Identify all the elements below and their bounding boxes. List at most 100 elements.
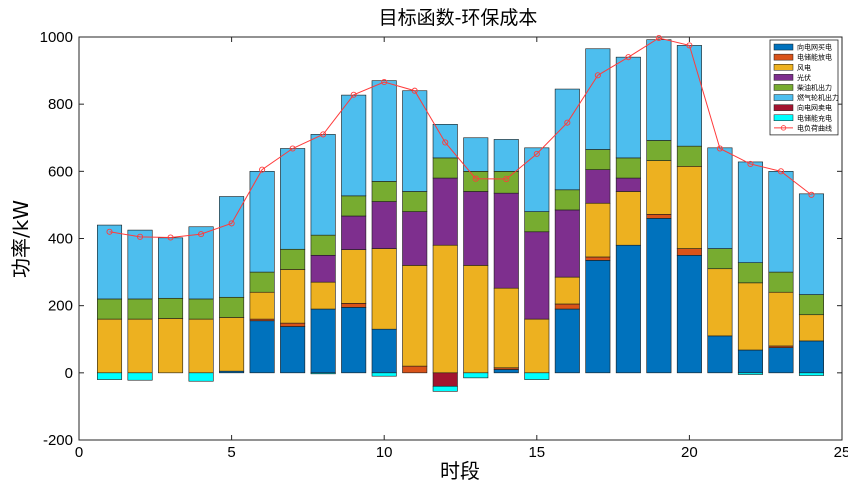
bar-segment-s6-t22 xyxy=(737,161,763,263)
bar-segment-s6-t18 xyxy=(615,56,641,159)
bar-segment-s6-t14 xyxy=(493,139,519,172)
bars-group xyxy=(97,39,824,392)
bar-segment-s6-t17 xyxy=(585,48,611,150)
bar-segment-s8-t10 xyxy=(371,372,397,377)
bar-segment-s8-t15 xyxy=(524,372,550,380)
legend-swatch-1 xyxy=(773,43,794,51)
bar-segment-s6-t23 xyxy=(768,171,794,273)
legend-label-9: 电负荷曲线 xyxy=(797,123,832,132)
bar-segment-s6-t8 xyxy=(310,134,336,236)
bar-segment-s6-t13 xyxy=(463,137,489,172)
y-tick-label: 800 xyxy=(48,96,73,113)
bar-segment-s3-t24 xyxy=(798,314,824,342)
legend-swatch-3 xyxy=(773,64,794,71)
load-curve-point-t11 xyxy=(411,87,418,94)
bar-segment-s6-t19 xyxy=(646,39,672,141)
bar-segment-s1-t14 xyxy=(493,369,519,374)
bar-segment-s4-t12 xyxy=(432,177,458,246)
load-curve-point-t10 xyxy=(381,78,388,86)
bar-segment-s5-t4 xyxy=(188,298,214,320)
bar-segment-s8-t22 xyxy=(737,372,763,375)
bar-segment-s4-t8 xyxy=(310,254,336,283)
bar-segment-s3-t17 xyxy=(585,202,611,258)
bar-segment-s2-t11 xyxy=(402,365,428,374)
load-curve-point-t17 xyxy=(594,72,601,79)
legend-swatch-6 xyxy=(773,94,794,101)
load-curve-point-t15 xyxy=(533,150,540,157)
legend-label-7: 向电网卖电 xyxy=(797,103,832,112)
bar-segment-s2-t20 xyxy=(676,248,702,256)
bar-segment-s8-t8 xyxy=(310,372,336,375)
bar-segment-s3-t6 xyxy=(249,291,275,320)
legend-label-5: 柴油机出力 xyxy=(797,83,832,92)
legend-label-1: 向电网买电 xyxy=(797,43,832,52)
bar-segment-s4-t10 xyxy=(371,201,397,249)
bar-segment-s6-t1 xyxy=(97,224,123,300)
bar-segment-s3-t12 xyxy=(432,244,458,374)
bar-segment-s5-t18 xyxy=(615,157,641,179)
bar-segment-s6-t24 xyxy=(798,193,824,295)
bar-segment-s6-t10 xyxy=(371,80,397,182)
bar-segment-s6-t7 xyxy=(280,148,306,250)
load-curve-point-t4 xyxy=(198,231,205,238)
bar-segment-s5-t6 xyxy=(249,271,275,293)
bar-segment-s3-t23 xyxy=(768,291,794,347)
legend-label-6: 燃气轮机出力 xyxy=(797,93,839,102)
load-curve-point-t5 xyxy=(228,220,235,227)
bar-segment-s5-t14 xyxy=(493,171,519,194)
bar-segment-s1-t7 xyxy=(280,326,306,374)
bar-segment-s1-t23 xyxy=(768,347,794,374)
bar-segment-s1-t21 xyxy=(707,335,733,374)
x-tick-label: 5 xyxy=(227,444,235,461)
bar-segment-s6-t9 xyxy=(341,94,367,197)
legend-label-4: 光伏 xyxy=(797,73,811,82)
bar-segment-s4-t17 xyxy=(585,169,611,204)
load-curve-point-t19 xyxy=(655,34,662,42)
bar-segment-s4-t18 xyxy=(615,177,641,192)
bar-segment-s3-t3 xyxy=(158,318,184,374)
bar-segment-s5-t19 xyxy=(646,140,672,161)
bar-segment-s3-t10 xyxy=(371,248,397,330)
bar-segment-s6-t16 xyxy=(554,88,580,191)
bar-segment-s6-t12 xyxy=(432,124,458,159)
bar-segment-s5-t9 xyxy=(341,195,367,217)
load-curve-point-t6 xyxy=(259,166,266,173)
bar-segment-s3-t15 xyxy=(524,318,550,374)
bar-segment-s4-t11 xyxy=(402,211,428,266)
bar-segment-s8-t12 xyxy=(432,385,458,392)
bar-segment-s6-t11 xyxy=(402,90,428,192)
bar-segment-s3-t5 xyxy=(219,317,245,372)
bar-segment-s4-t14 xyxy=(493,192,519,289)
bar-segment-s3-t19 xyxy=(646,160,672,215)
legend-label-3: 风电 xyxy=(797,63,811,72)
y-axis-label: 功率/kW xyxy=(9,200,33,278)
bar-segment-s5-t8 xyxy=(310,234,336,256)
x-axis-label: 时段 xyxy=(440,459,480,483)
load-curve-point-t13 xyxy=(472,175,479,182)
bar-segment-s6-t4 xyxy=(188,226,214,300)
bar-segment-s5-t10 xyxy=(371,181,397,202)
bar-segment-s3-t7 xyxy=(280,269,306,324)
bar-segment-s6-t15 xyxy=(524,147,550,212)
bar-segment-s8-t1 xyxy=(97,372,123,380)
bar-segment-s2-t7 xyxy=(280,322,306,327)
load-curve-point-t18 xyxy=(625,54,632,61)
bar-segment-s5-t20 xyxy=(676,145,702,167)
legend-swatch-marker xyxy=(780,125,787,131)
load-curve-line xyxy=(109,37,812,238)
bar-segment-s8-t13 xyxy=(463,372,489,379)
bar-segment-s8-t24 xyxy=(798,372,824,376)
x-tick-label: 0 xyxy=(75,444,83,461)
bar-segment-s4-t9 xyxy=(341,215,367,250)
bar-segment-s1-t24 xyxy=(798,340,824,374)
bar-segment-s3-t16 xyxy=(554,276,580,305)
load-curve-point-t1 xyxy=(106,228,113,235)
bar-segment-s5-t1 xyxy=(97,298,123,320)
legend-swatch-5 xyxy=(773,84,794,91)
legend-swatch-4 xyxy=(773,74,794,81)
load-curve-point-t8 xyxy=(320,131,327,138)
load-curve-point-t7 xyxy=(289,145,296,152)
load-curve-point-t2 xyxy=(136,233,144,240)
